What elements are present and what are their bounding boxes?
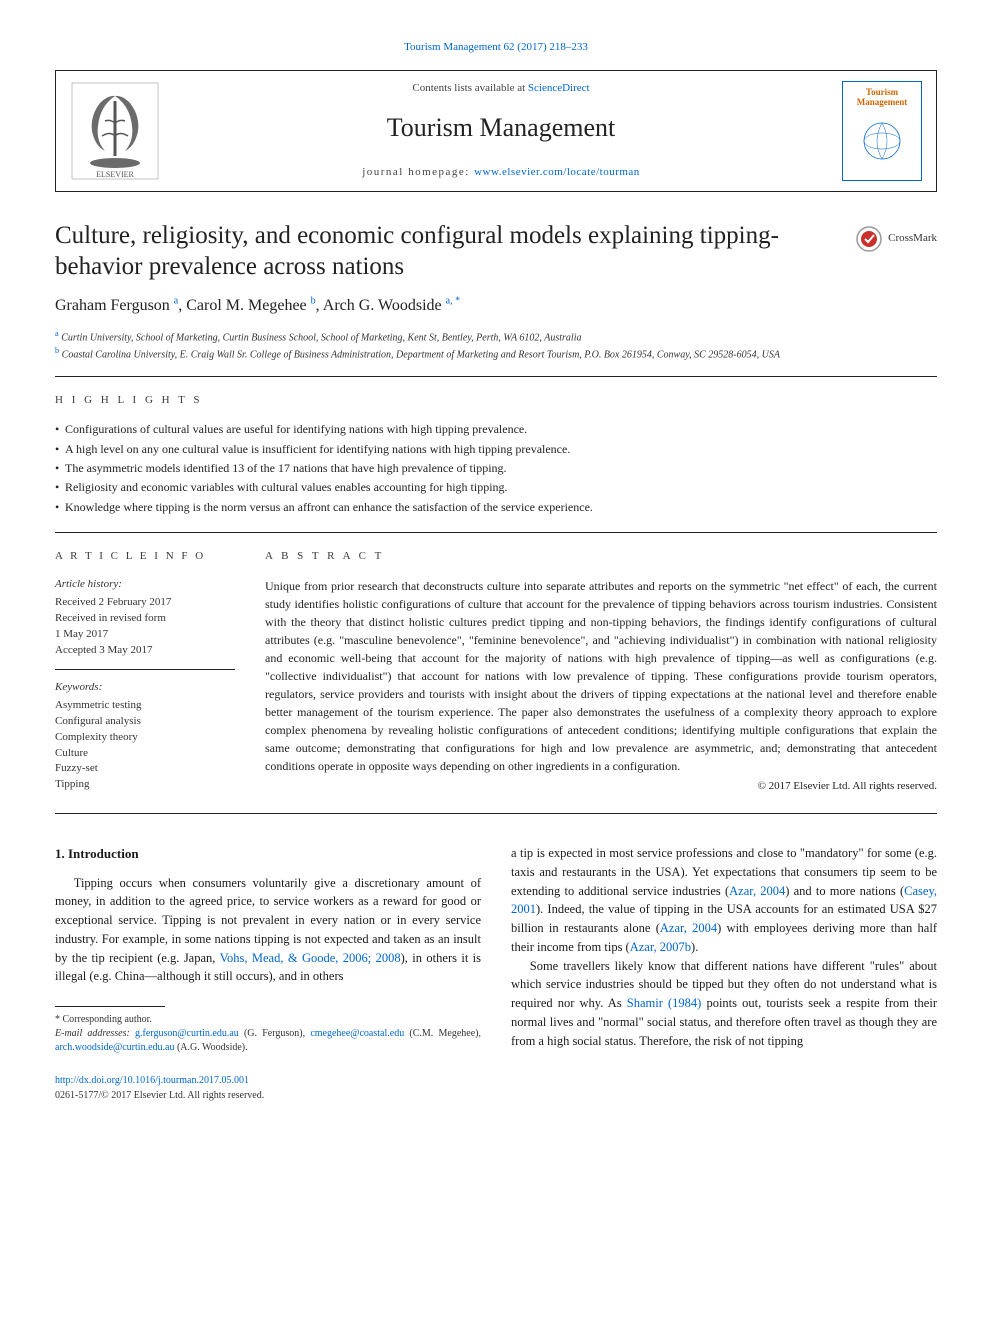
body-columns: 1. Introduction Tipping occurs when cons… bbox=[55, 844, 937, 1103]
keyword: Fuzzy-set bbox=[55, 761, 235, 777]
rule bbox=[55, 813, 937, 814]
journal-name: Tourism Management bbox=[174, 109, 828, 147]
highlight-item: Knowledge where tipping is the norm vers… bbox=[55, 499, 937, 516]
keyword: Tipping bbox=[55, 777, 235, 793]
journal-cover-thumb: Tourism Management bbox=[842, 81, 922, 181]
history-line: 1 May 2017 bbox=[55, 627, 235, 643]
intro-para-1: Tipping occurs when consumers voluntaril… bbox=[55, 874, 481, 987]
sciencedirect-link[interactable]: ScienceDirect bbox=[528, 82, 590, 94]
keyword: Complexity theory bbox=[55, 730, 235, 746]
abstract-copyright: © 2017 Elsevier Ltd. All rights reserved… bbox=[265, 779, 937, 795]
body-col-left: 1. Introduction Tipping occurs when cons… bbox=[55, 844, 481, 1103]
keyword: Asymmetric testing bbox=[55, 698, 235, 714]
intro-para-2: a tip is expected in most service profes… bbox=[511, 844, 937, 957]
affiliation-b: Coastal Carolina University, E. Craig Wa… bbox=[62, 349, 780, 360]
issn-line: 0261-5177/© 2017 Elsevier Ltd. All right… bbox=[55, 1088, 481, 1103]
history-line: Received 2 February 2017 bbox=[55, 595, 235, 611]
journal-citation[interactable]: Tourism Management 62 (2017) 218–233 bbox=[55, 40, 937, 56]
elsevier-tree-logo: ELSEVIER bbox=[70, 81, 160, 181]
keywords-block: Keywords: Asymmetric testingConfigural a… bbox=[55, 680, 235, 794]
cover-title: Tourism Management bbox=[846, 88, 918, 108]
article-info-col: A R T I C L E I N F O Article history: R… bbox=[55, 549, 235, 795]
crossmark-label: CrossMark bbox=[888, 231, 937, 247]
affiliation-a: Curtin University, School of Marketing, … bbox=[61, 332, 581, 343]
body-col-right: a tip is expected in most service profes… bbox=[511, 844, 937, 1103]
footnotes: * Corresponding author. E-mail addresses… bbox=[55, 1013, 481, 1055]
intro-para-3: Some travellers likely know that differe… bbox=[511, 957, 937, 1051]
footnote-rule bbox=[55, 1006, 165, 1007]
crossmark-icon bbox=[856, 226, 882, 252]
svg-text:ELSEVIER: ELSEVIER bbox=[96, 170, 134, 179]
history-line: Received in revised form bbox=[55, 611, 235, 627]
crossmark-badge[interactable]: CrossMark bbox=[856, 226, 937, 252]
homepage-url[interactable]: www.elsevier.com/locate/tourman bbox=[474, 166, 640, 178]
article-title: Culture, religiosity, and economic confi… bbox=[55, 220, 836, 283]
history-line: Accepted 3 May 2017 bbox=[55, 643, 235, 659]
rule bbox=[55, 532, 937, 533]
abstract-label: A B S T R A C T bbox=[265, 549, 937, 565]
highlight-item: A high level on any one cultural value i… bbox=[55, 441, 937, 458]
abstract-text: Unique from prior research that deconstr… bbox=[265, 577, 937, 775]
highlights-label: H I G H L I G H T S bbox=[55, 393, 937, 409]
contents-line: Contents lists available at ScienceDirec… bbox=[174, 81, 828, 97]
journal-header: ELSEVIER Contents lists available at Sci… bbox=[55, 70, 937, 192]
highlights-list: Configurations of cultural values are us… bbox=[55, 421, 937, 516]
homepage-prefix: journal homepage: bbox=[362, 166, 474, 178]
homepage-line: journal homepage: www.elsevier.com/locat… bbox=[174, 165, 828, 181]
keywords-title: Keywords: bbox=[55, 680, 235, 696]
corresponding-author: * Corresponding author. bbox=[55, 1013, 481, 1027]
rule bbox=[55, 376, 937, 377]
article-info-label: A R T I C L E I N F O bbox=[55, 549, 235, 565]
keyword: Culture bbox=[55, 746, 235, 762]
article-history: Article history: Received 2 February 201… bbox=[55, 577, 235, 670]
emails-label: E-mail addresses: bbox=[55, 1028, 135, 1039]
affiliations: a Curtin University, School of Marketing… bbox=[55, 328, 937, 363]
doi-link[interactable]: http://dx.doi.org/10.1016/j.tourman.2017… bbox=[55, 1073, 481, 1088]
highlight-item: Religiosity and economic variables with … bbox=[55, 479, 937, 496]
header-center: Contents lists available at ScienceDirec… bbox=[174, 81, 828, 181]
keyword: Configural analysis bbox=[55, 714, 235, 730]
contents-prefix: Contents lists available at bbox=[412, 82, 527, 94]
authors: Graham Ferguson a, Carol M. Megehee b, A… bbox=[55, 294, 937, 317]
footer-block: http://dx.doi.org/10.1016/j.tourman.2017… bbox=[55, 1073, 481, 1103]
highlight-item: Configurations of cultural values are us… bbox=[55, 421, 937, 438]
highlight-item: The asymmetric models identified 13 of t… bbox=[55, 460, 937, 477]
history-title: Article history: bbox=[55, 577, 235, 593]
section-heading: 1. Introduction bbox=[55, 844, 481, 864]
abstract-col: A B S T R A C T Unique from prior resear… bbox=[265, 549, 937, 795]
